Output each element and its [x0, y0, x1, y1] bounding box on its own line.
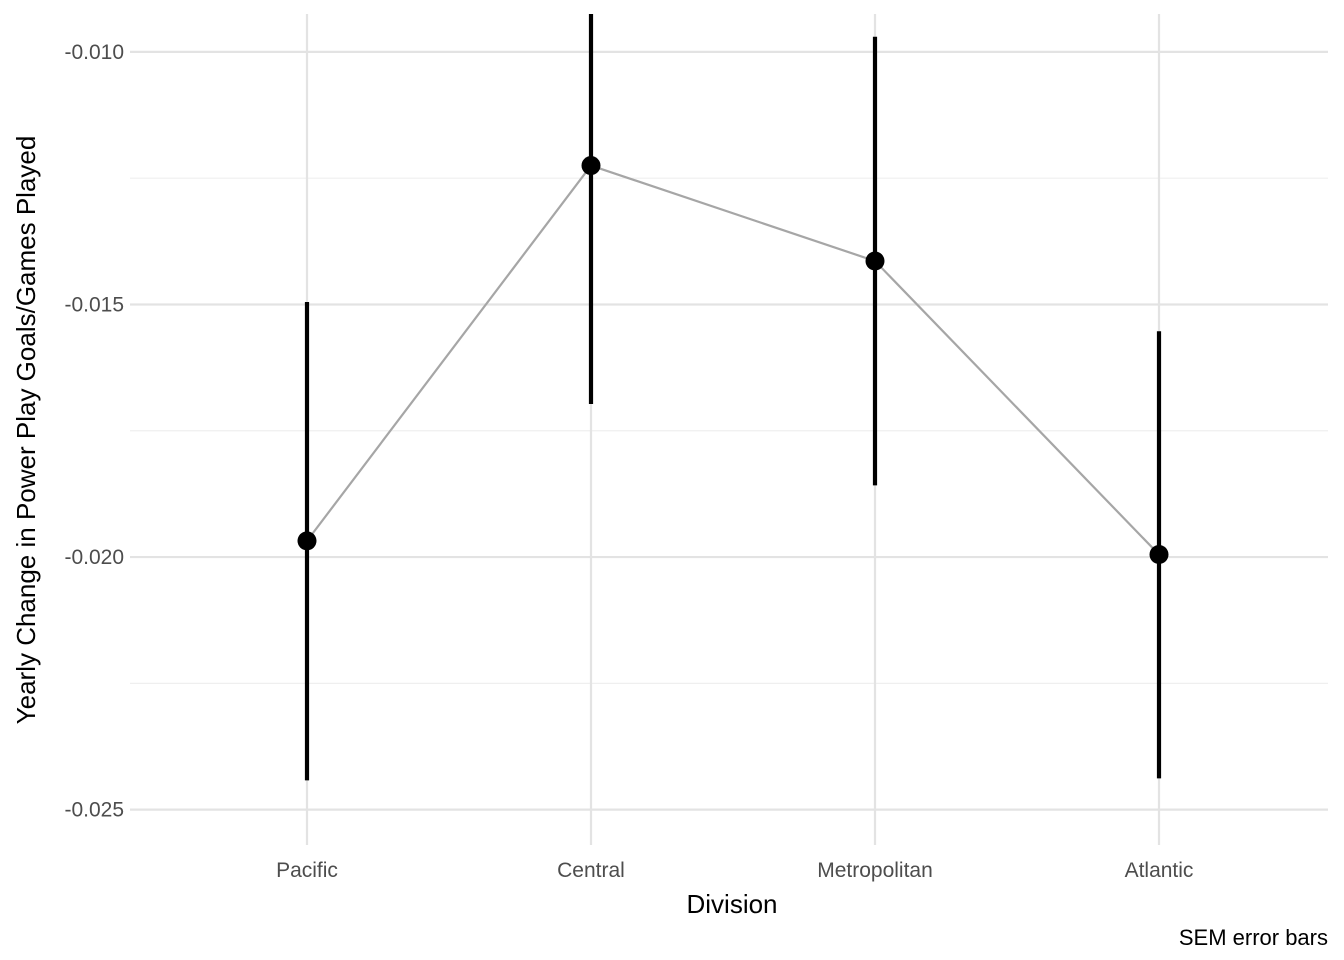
data-point: [1149, 545, 1169, 565]
data-point: [297, 531, 317, 551]
tick-label-layer: -0.025 -0.020 -0.015 -0.010 Pacific Central Me…: [64, 41, 1193, 882]
y-axis-title: Yearly Change in Power Play Goals/Games …: [11, 136, 41, 725]
y-tick-label: -0.025: [64, 799, 124, 822]
x-tick-label: Central: [557, 859, 625, 882]
error-bar-layer: [304, 14, 1162, 781]
data-point: [865, 251, 885, 271]
y-tick-label: -0.020: [64, 546, 124, 569]
data-point: [581, 156, 601, 176]
connector-line-layer: [306, 164, 1160, 556]
x-axis-title: Division: [686, 889, 777, 919]
x-tick-label: Metropolitan: [817, 859, 933, 882]
grid: [130, 14, 1328, 845]
x-tick-label: Pacific: [276, 859, 338, 882]
chart-caption: SEM error bars: [1179, 925, 1328, 950]
y-tick-label: -0.010: [64, 41, 124, 64]
y-tick-label: -0.015: [64, 293, 124, 316]
connector-line: [306, 164, 1160, 556]
point-layer: [297, 156, 1169, 565]
x-tick-label: Atlantic: [1125, 859, 1194, 882]
